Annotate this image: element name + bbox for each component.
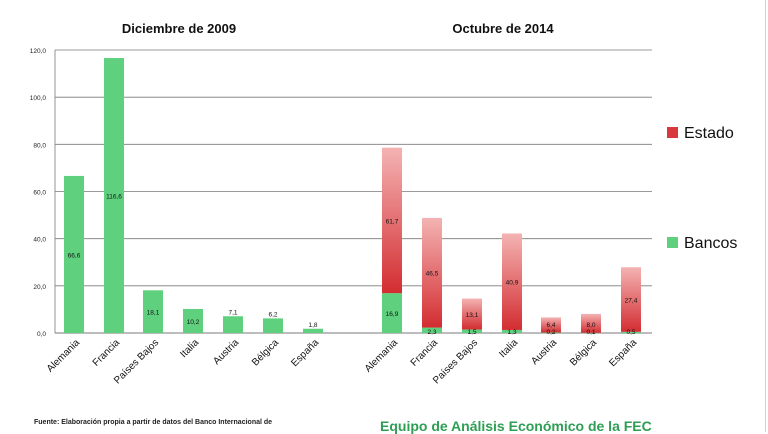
y-tick-label: 120,0	[30, 48, 47, 55]
data-label: 7,1	[228, 309, 237, 316]
bar-bancos	[621, 331, 641, 333]
category-label: Bélgica	[568, 337, 599, 368]
data-label: 16,9	[386, 311, 399, 318]
data-label: 1,5	[467, 329, 476, 336]
bar-bancos	[263, 318, 283, 333]
data-label: 13,1	[466, 312, 479, 319]
data-label: 2,3	[427, 329, 436, 336]
bar-bancos	[422, 327, 442, 333]
bar-estado	[462, 298, 482, 330]
data-label: 1,3	[507, 329, 516, 336]
bar-bancos	[183, 308, 203, 333]
category-label: Francia	[409, 337, 441, 369]
category-label: España	[289, 337, 321, 369]
legend-swatch-estado	[667, 127, 678, 138]
bar-bancos	[382, 293, 402, 333]
edge-divider	[765, 0, 766, 432]
y-tick-label: 80,0	[33, 142, 46, 149]
legend-swatch-bancos	[667, 237, 678, 248]
data-label: 8,0	[586, 322, 595, 329]
y-tick-label: 100,0	[30, 95, 47, 102]
bar-bancos	[64, 175, 84, 333]
data-label: 61,7	[386, 218, 399, 225]
y-tick-label: 20,0	[33, 284, 46, 291]
panel-title: Diciembre de 2009	[122, 21, 236, 36]
data-label: 1,8	[308, 322, 317, 329]
category-label: Austria	[211, 337, 241, 367]
legend-label-estado: Estado	[684, 125, 734, 142]
data-label: 46,5	[426, 271, 439, 278]
data-label: 0,5	[626, 329, 635, 336]
data-label: 27,4	[625, 298, 638, 305]
bar-estado	[382, 147, 402, 294]
data-label: 6,4	[546, 322, 555, 329]
source-note: Fuente: Elaboración propia a partir de d…	[34, 419, 273, 426]
data-label: 10,2	[187, 319, 200, 326]
bar-bancos	[223, 316, 243, 333]
y-tick-label: 0,0	[37, 331, 46, 338]
data-label: 40,9	[506, 280, 519, 287]
category-label: Italia	[497, 337, 520, 360]
bar-estado	[581, 313, 601, 333]
data-label: 0,1	[586, 329, 595, 336]
category-label: Italia	[178, 337, 201, 360]
bar-bancos	[143, 290, 163, 333]
bar-bancos	[462, 329, 482, 333]
category-label: Alemania	[45, 337, 83, 375]
bar-estado	[541, 317, 561, 333]
bar-bancos	[104, 58, 124, 333]
data-label: 66,6	[68, 252, 81, 259]
bar-bancos	[303, 328, 323, 333]
data-label: 0,2	[546, 329, 555, 336]
bar-estado	[422, 217, 442, 328]
legend-label-bancos: Bancos	[684, 235, 737, 252]
category-label: Alemania	[363, 337, 401, 375]
bar-bancos	[502, 329, 522, 333]
data-label: 116,6	[106, 194, 122, 201]
data-label: 6,2	[268, 311, 277, 318]
team-credit: Equipo de Análisis Económico de la FEC	[380, 418, 652, 434]
panel-title: Octubre de 2014	[452, 21, 554, 36]
category-label: Francia	[91, 337, 123, 369]
data-label: 18,1	[147, 310, 160, 317]
category-label: Austria	[529, 337, 559, 367]
bar-bancos	[541, 332, 561, 333]
category-label: España	[607, 337, 639, 369]
bar-estado	[621, 267, 641, 332]
bar-estado	[502, 233, 522, 330]
category-label: Bélgica	[250, 337, 281, 368]
y-tick-label: 60,0	[33, 190, 46, 197]
y-tick-label: 40,0	[33, 237, 46, 244]
